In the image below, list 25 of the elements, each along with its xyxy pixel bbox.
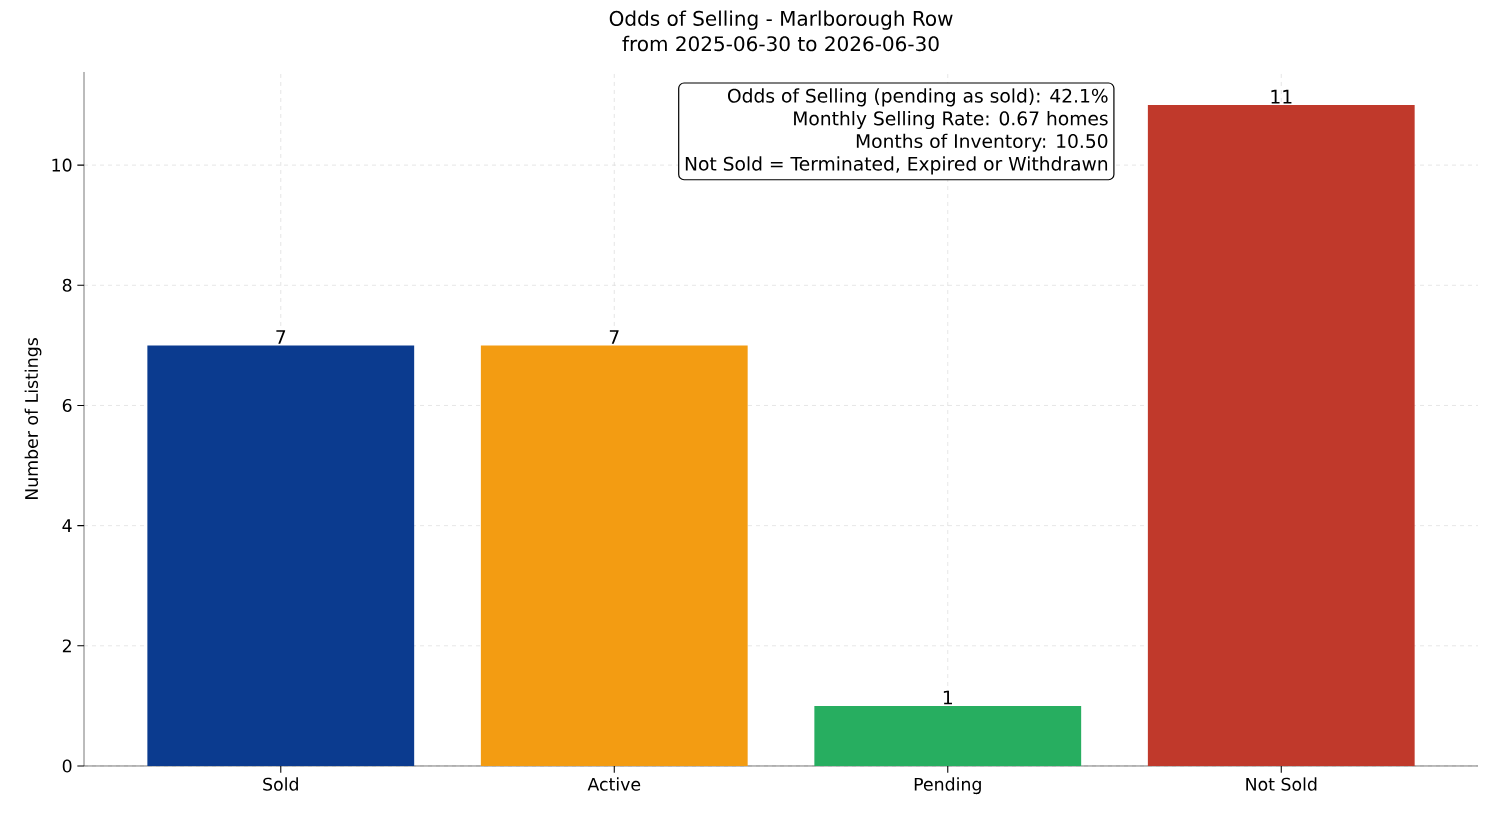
y-tick-label: 8 (62, 278, 72, 292)
y-tick-label: 2 (62, 639, 71, 653)
x-tick-label: Not Sold (1246, 777, 1317, 791)
data-label: 7 (609, 330, 619, 344)
x-tick-label: Active (587, 777, 641, 791)
data-label: 11 (1271, 89, 1292, 104)
bar (1147, 105, 1415, 766)
x-tick-label: Pending (914, 777, 981, 795)
y-tick-label: 4 (62, 519, 72, 532)
annotation: Months of Inventory: 10.50 (856, 133, 1108, 152)
data-label: 7 (276, 330, 286, 344)
bar (480, 345, 748, 766)
y-tick-label: 0 (62, 759, 72, 773)
annotation: Monthly Selling Rate: 0.67 homes (794, 111, 1108, 130)
annotation: Odds of Selling (pending as sold): 42.1% (727, 88, 1108, 107)
chart-subtitle: from 2025-06-30 to 2026-06-30 (622, 35, 939, 52)
bar (814, 705, 1082, 766)
data-label: 1 (943, 690, 952, 705)
annotation: Not Sold = Terminated, Expired or Withdrawn (685, 156, 1108, 175)
y-tick-label: 6 (62, 398, 72, 413)
bar (147, 345, 415, 766)
x-tick-label: Sold (263, 777, 298, 791)
chart-title: Odds of Selling - Marlborough Row (609, 10, 953, 30)
y-tick-label: 10 (52, 158, 72, 172)
y-axis-title: Number of Listings (24, 338, 42, 500)
